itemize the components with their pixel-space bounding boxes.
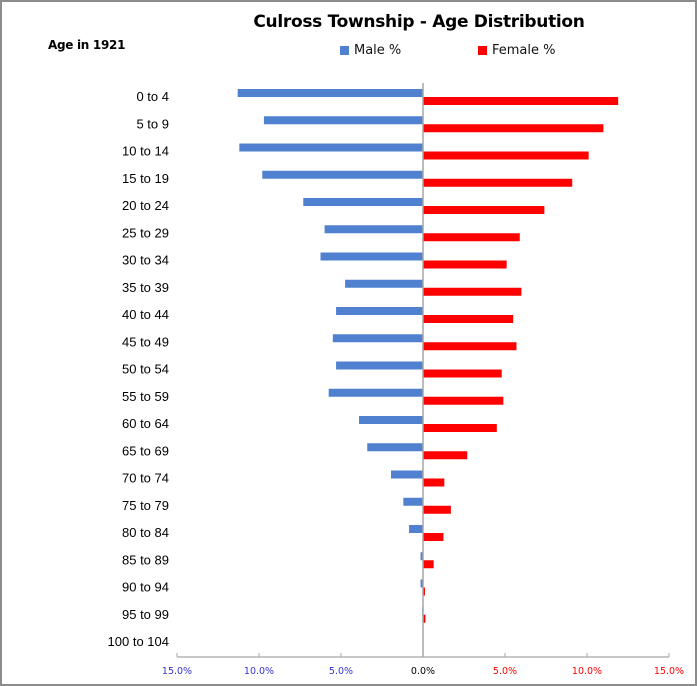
bar-male (237, 89, 423, 97)
bar-female (423, 287, 522, 296)
category-label: 45 to 49 (122, 334, 169, 349)
category-label: 25 to 29 (122, 225, 169, 240)
category-label: 75 to 79 (122, 498, 169, 513)
category-label: 100 to 104 (108, 634, 169, 649)
category-label: 5 to 9 (136, 116, 169, 131)
bar-male (263, 116, 423, 125)
bar-female (423, 478, 445, 487)
bar-male (409, 525, 423, 533)
bar-male (345, 279, 423, 288)
category-label: 35 to 39 (122, 280, 169, 295)
bar-male (391, 470, 423, 479)
category-label: 70 to 74 (122, 471, 169, 486)
bar-female (423, 424, 497, 432)
bar-male (336, 307, 423, 315)
bar-male (420, 579, 423, 588)
category-label: 20 to 24 (122, 198, 169, 213)
bar-female (423, 560, 434, 569)
chart-title: Culross Township - Age Distribution (253, 12, 585, 32)
bar-female (423, 505, 451, 514)
bar-female (423, 233, 520, 242)
bar-male (328, 388, 423, 397)
bar-male (320, 252, 423, 261)
bar-female (423, 533, 444, 541)
category-label: 60 to 64 (122, 416, 169, 431)
bar-female (423, 451, 468, 460)
bar-male (324, 225, 423, 234)
legend-label-female: Female % (492, 43, 556, 58)
bar-male (262, 170, 423, 179)
bar-female (423, 260, 507, 269)
category-label: 85 to 89 (122, 552, 169, 567)
legend-swatch-female (478, 46, 487, 55)
bar-male (367, 443, 423, 452)
bar-female (423, 587, 425, 596)
bar-female (423, 178, 573, 187)
x-tick-label: 15.0% (654, 666, 684, 677)
bar-female (423, 369, 502, 378)
bar-female (423, 97, 619, 105)
category-label: 95 to 99 (122, 607, 169, 622)
x-tick-label: 15.0% (162, 666, 192, 677)
bar-male (420, 552, 423, 561)
x-tick-label: 5.0% (329, 666, 353, 677)
category-label: 80 to 84 (122, 525, 169, 540)
legend-label-male: Male % (354, 43, 402, 58)
bar-female (423, 151, 589, 160)
bar-female (423, 315, 514, 323)
bar-female (423, 124, 604, 133)
bar-male (239, 143, 423, 152)
category-label: 30 to 34 (122, 253, 169, 268)
category-label: 90 to 94 (122, 580, 169, 595)
category-label: 50 to 54 (122, 362, 169, 377)
bar-female (423, 342, 517, 351)
bar-male (359, 416, 423, 424)
x-tick-label: 10.0% (572, 666, 602, 677)
x-tick-label: 0.0% (411, 666, 435, 677)
category-label: 55 to 59 (122, 389, 169, 404)
category-label: 15 to 19 (122, 171, 169, 186)
category-label: 10 to 14 (122, 144, 169, 159)
x-tick-label: 10.0% (244, 666, 274, 677)
category-label: 40 to 44 (122, 307, 169, 322)
bar-male (303, 198, 423, 206)
bar-female (423, 396, 504, 405)
y-axis-title: Age in 1921 (48, 38, 126, 52)
bar-female (423, 206, 545, 214)
bar-male (403, 497, 423, 506)
category-label: 0 to 4 (136, 89, 169, 104)
bar-female (423, 614, 426, 623)
bar-male (332, 334, 423, 343)
legend-item-female: Female % (478, 43, 556, 58)
category-label: 65 to 69 (122, 443, 169, 458)
legend-swatch-male (340, 46, 349, 55)
bar-male (336, 361, 423, 370)
x-tick-label: 5.0% (493, 666, 517, 677)
legend-item-male: Male % (340, 43, 401, 58)
